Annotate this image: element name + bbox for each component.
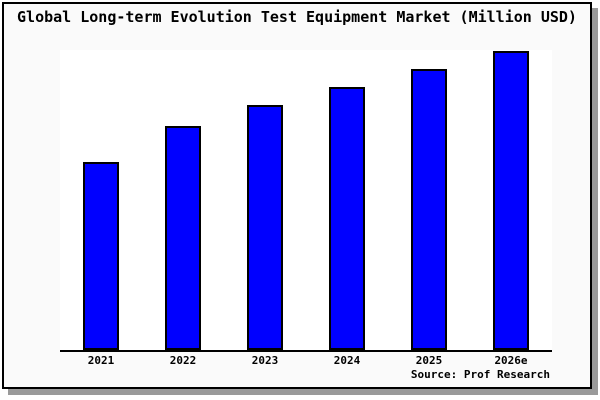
x-tick-2022: 2022	[169, 354, 197, 367]
bar-slot	[142, 50, 224, 350]
bar-2026e	[493, 51, 529, 350]
x-tick-2021: 2021	[87, 354, 115, 367]
x-tick-2025: 2025	[415, 354, 443, 367]
x-tick-2023: 2023	[251, 354, 279, 367]
x-axis-labels: 2021 2022 2023 2024 2025 2026e	[60, 354, 552, 367]
bar-slot	[388, 50, 470, 350]
bar-slot	[60, 50, 142, 350]
bar-2021	[83, 162, 119, 350]
x-tick-2026e: 2026e	[494, 354, 528, 367]
plot-area	[60, 50, 552, 352]
bar-slot	[224, 50, 306, 350]
x-tick-2024: 2024	[333, 354, 361, 367]
bar-2024	[329, 87, 365, 350]
bar-2023	[247, 105, 283, 350]
bar-slot	[470, 50, 552, 350]
bar-slot	[306, 50, 388, 350]
source-credit: Source: Prof Research	[410, 368, 550, 381]
chart-title: Global Long-term Evolution Test Equipmen…	[17, 8, 577, 26]
bar-2022	[165, 126, 201, 350]
bar-2025	[411, 69, 447, 350]
chart-card: Global Long-term Evolution Test Equipmen…	[2, 2, 592, 389]
